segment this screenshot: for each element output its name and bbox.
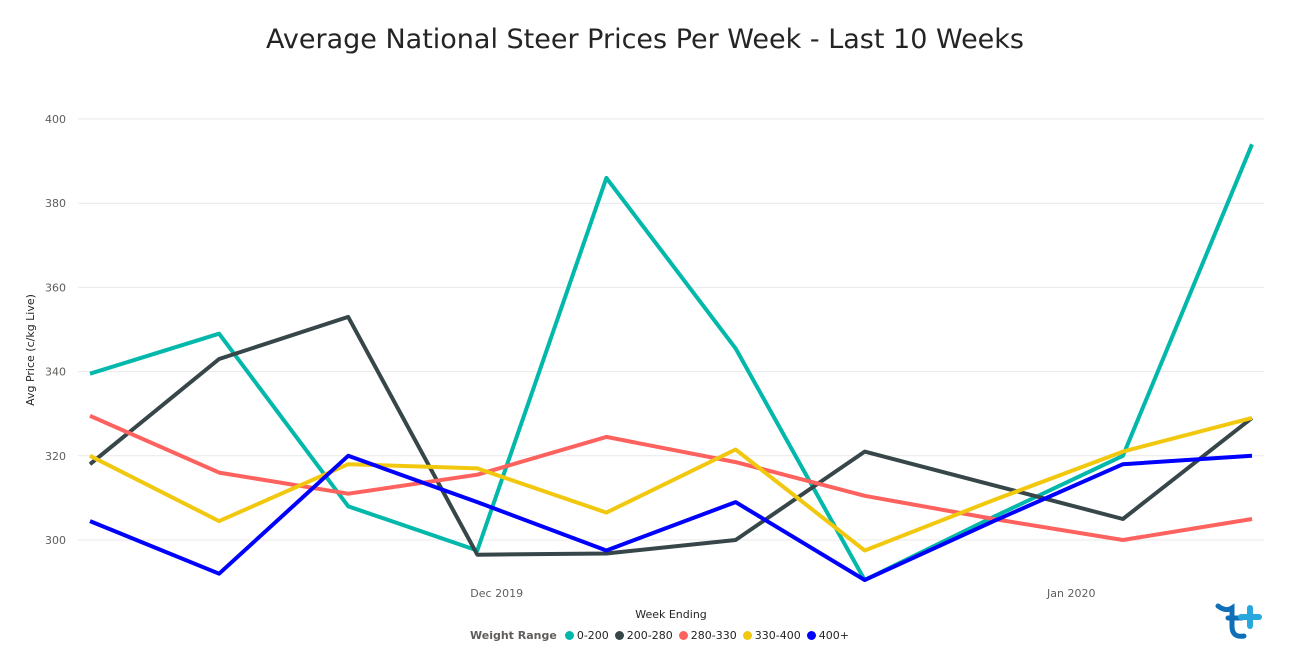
legend: Weight Range 0-200 200-280 280-330 330-400 4… — [470, 629, 855, 642]
legend-item-280-330[interactable]: 280-330 — [678, 629, 737, 642]
series-lines — [88, 143, 1254, 582]
legend-label: 0-200 — [576, 629, 609, 642]
legend-marker-icon — [614, 631, 624, 640]
gridlines — [78, 118, 1264, 541]
series-line-200-280[interactable] — [88, 314, 1254, 557]
y-tick-label: 400 — [45, 113, 66, 126]
legend-item-330-400[interactable]: 330-400 — [742, 629, 801, 642]
series-line-0-200[interactable] — [89, 143, 1254, 582]
legend-item-400+[interactable]: 400+ — [806, 629, 849, 642]
y-tick-label: 380 — [45, 197, 66, 210]
y-axis-ticks: 300 320 340 360 380 400 — [45, 113, 66, 547]
legend-item-0-200[interactable]: 0-200 — [564, 629, 609, 642]
x-axis-ticks: Dec 2019 Jan 2020 — [470, 587, 1095, 600]
legend-label: 330-400 — [754, 629, 801, 642]
legend-marker-icon — [806, 631, 816, 640]
legend-label: 400+ — [818, 629, 849, 642]
y-tick-label: 360 — [45, 281, 66, 294]
legend-item-200-280[interactable]: 200-280 — [614, 629, 673, 642]
series-line-280-330[interactable] — [89, 413, 1253, 542]
legend-label: 200-280 — [626, 629, 673, 642]
y-axis-title: Avg Price (c/kg Live) — [24, 294, 37, 406]
x-tick-label: Dec 2019 — [470, 587, 523, 600]
legend-marker-icon — [564, 631, 574, 640]
legend-marker-icon — [678, 631, 688, 640]
series-line-330-400[interactable] — [89, 415, 1253, 553]
brand-logo-icon — [1215, 603, 1262, 639]
legend-title: Weight Range — [470, 629, 557, 642]
legend-marker-icon — [742, 631, 752, 640]
legend-items: 0-200 200-280 280-330 330-400 400+ — [564, 629, 855, 642]
legend-label: 280-330 — [690, 629, 737, 642]
series-line-400+[interactable] — [89, 453, 1253, 582]
x-tick-label: Jan 2020 — [1046, 587, 1095, 600]
chart-title: Average National Steer Prices Per Week -… — [266, 24, 1024, 55]
y-tick-label: 320 — [45, 450, 66, 463]
y-tick-label: 340 — [45, 366, 66, 379]
x-axis-title: Week Ending — [635, 608, 707, 621]
y-tick-label: 300 — [45, 534, 66, 547]
